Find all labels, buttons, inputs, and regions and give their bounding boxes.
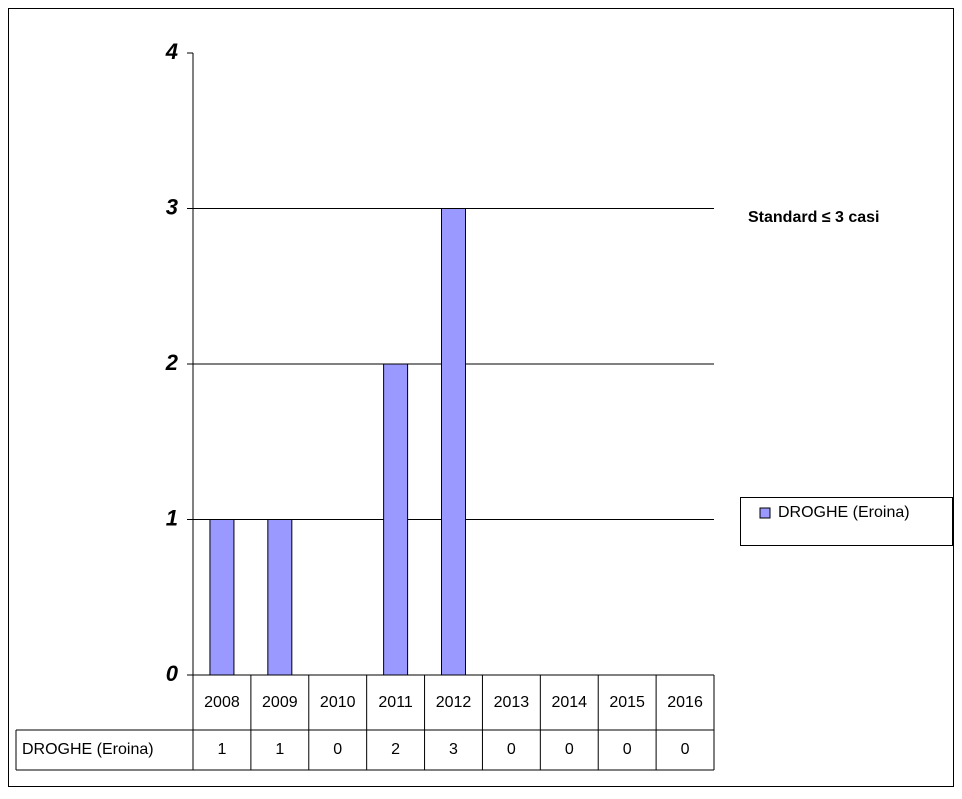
bar [383,363,409,676]
bar [441,208,466,676]
x-tick-label: 2014 [551,694,587,711]
table-value: 1 [217,741,226,758]
y-tick-label: 1 [166,505,178,530]
x-tick-label: 2016 [667,694,703,711]
bar [267,519,293,676]
x-tick-label: 2008 [204,694,240,711]
x-tick-label: 2015 [609,694,645,711]
table-value: 2 [391,741,400,758]
x-tick-label: 2011 [378,694,413,711]
table-value: 1 [275,741,284,758]
y-tick-label: 2 [165,350,179,375]
y-tick-label: 4 [165,39,178,64]
y-tick-label: 0 [166,661,179,686]
table-value: 0 [623,741,632,758]
x-tick-label: 2012 [436,694,472,711]
bar [209,519,235,676]
legend-label: DROGHE (Eroina) [778,504,910,521]
y-tick-label: 3 [166,194,178,219]
table-value: 0 [681,741,690,758]
table-value: 0 [333,741,342,758]
table-row-label: DROGHE (Eroina) [22,741,154,758]
x-tick-label: 2010 [320,694,356,711]
table-value: 3 [449,741,458,758]
x-tick-label: 2013 [494,694,530,711]
chart-border [8,8,954,787]
legend-box [740,497,953,546]
x-tick-label: 2009 [262,694,298,711]
annotation: Standard ≤ 3 casi [748,209,880,226]
legend-swatch [759,507,771,519]
table-value: 0 [565,741,574,758]
table-value: 0 [507,741,516,758]
